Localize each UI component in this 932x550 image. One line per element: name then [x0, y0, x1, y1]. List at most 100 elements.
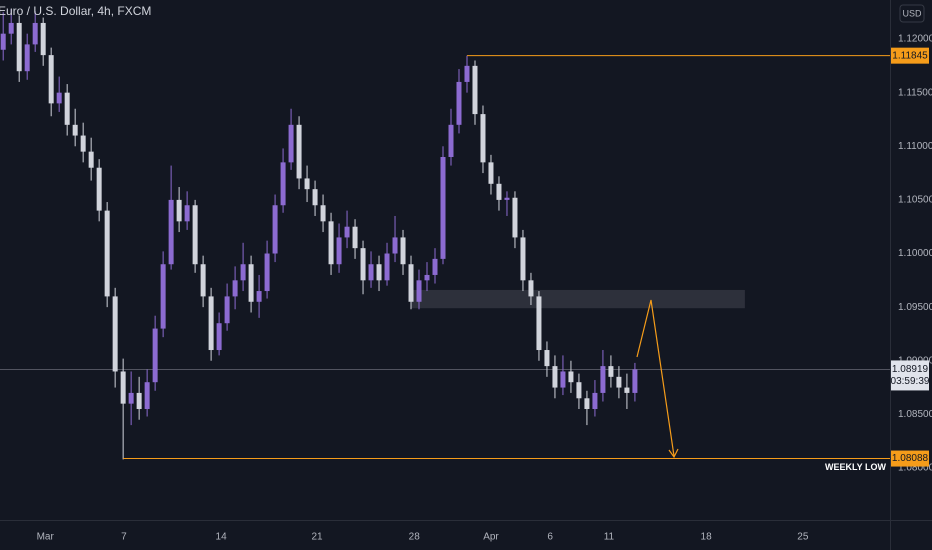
- candle-body: [336, 237, 342, 265]
- level-price-label: 1.11845: [892, 50, 928, 61]
- plot-area: [0, 9, 890, 460]
- y-tick-label: 1.10000: [898, 248, 932, 259]
- y-tick-label: 1.12000: [898, 34, 932, 45]
- candle-body: [96, 167, 102, 211]
- candle-body: [344, 226, 350, 238]
- candle-body: [552, 366, 558, 388]
- current-price-label: 1.08919: [892, 364, 929, 375]
- x-tick-label: 18: [701, 532, 713, 543]
- candle-body: [64, 92, 70, 125]
- candle-body: [200, 264, 206, 297]
- candle-body: [112, 296, 118, 372]
- candle-body: [216, 323, 222, 351]
- candle-body: [392, 237, 398, 254]
- candle-body: [280, 162, 286, 206]
- x-tick-label: 25: [797, 532, 809, 543]
- candle-body: [80, 135, 86, 152]
- candle-body: [584, 398, 590, 410]
- y-tick-label: 1.10500: [898, 195, 932, 206]
- candle-body: [24, 44, 30, 72]
- candle-body: [248, 264, 254, 302]
- y-tick-label: 1.11000: [898, 141, 932, 152]
- candle-body: [600, 366, 606, 393]
- currency-button[interactable]: [899, 4, 925, 23]
- candle-body: [8, 22, 14, 34]
- candle-body: [536, 296, 542, 351]
- candle-body: [144, 382, 150, 410]
- candle-body: [352, 226, 358, 249]
- candle-body: [576, 382, 582, 399]
- candle-body: [568, 371, 574, 383]
- candle-body: [464, 65, 470, 82]
- candle-body: [376, 264, 382, 281]
- y-tick-label: 1.11500: [898, 87, 932, 98]
- supply-zone: [411, 289, 745, 309]
- candle-body: [176, 199, 182, 222]
- y-tick-label: 1.08500: [898, 409, 932, 420]
- candle-body: [472, 65, 478, 115]
- candle-body: [232, 280, 238, 297]
- candle-body: [288, 124, 294, 163]
- candle-body: [520, 237, 526, 281]
- candle-body: [432, 258, 438, 275]
- x-tick-label: 7: [121, 532, 127, 543]
- candle-body: [512, 197, 518, 238]
- x-tick-label: Mar: [37, 532, 55, 543]
- candle-body: [368, 264, 374, 281]
- candle-body: [560, 371, 566, 388]
- forecast-arrow: [636, 299, 679, 459]
- candle-body: [192, 205, 198, 265]
- level-price-box: [891, 47, 929, 64]
- candle-body: [384, 253, 390, 281]
- candle-body: [88, 151, 94, 168]
- level-price-label: 1.08088: [892, 453, 929, 464]
- candle-body: [16, 22, 22, 72]
- symbol-title: Euro / U.S. Dollar, 4h, FXCM: [0, 4, 151, 18]
- x-tick-label: Apr: [483, 532, 499, 543]
- y-tick-label: 1.08000: [898, 463, 932, 474]
- candle-body: [152, 328, 158, 383]
- candle-body: [48, 55, 54, 104]
- candle-body: [240, 264, 246, 281]
- forecast-arrowhead: [668, 448, 679, 459]
- countdown-label: 03:59:39: [891, 376, 930, 387]
- candle-body: [296, 124, 302, 179]
- candle-body: [304, 178, 310, 190]
- candle-body: [632, 369, 638, 393]
- candle-body: [104, 210, 110, 297]
- candle-body: [456, 81, 462, 125]
- candle-body: [416, 280, 422, 302]
- forecast-path: [636, 299, 675, 457]
- current-price-box: [891, 360, 929, 391]
- candle-body: [120, 371, 126, 404]
- candle-body: [480, 114, 486, 163]
- currency-label[interactable]: USD: [902, 8, 922, 18]
- y-tick-label: 1.09500: [898, 302, 932, 313]
- candle-body: [360, 248, 366, 281]
- candle-body: [160, 264, 166, 329]
- level-annotation: WEEKLY LOW: [825, 462, 887, 472]
- candle-body: [168, 199, 174, 265]
- candle-body: [184, 205, 190, 222]
- candle-body: [424, 274, 430, 281]
- candle-body: [448, 124, 454, 157]
- candle-body: [624, 387, 630, 393]
- candle-body: [0, 33, 6, 50]
- candle-body: [40, 22, 46, 56]
- x-tick-label: 21: [311, 532, 323, 543]
- candle-body: [496, 183, 502, 200]
- candle-body: [320, 205, 326, 222]
- candle-body: [312, 189, 318, 206]
- candle-body: [544, 350, 550, 367]
- x-tick-label: 6: [547, 532, 553, 543]
- candle-body: [400, 237, 406, 265]
- candle-body: [592, 392, 598, 410]
- candle-body: [72, 124, 78, 136]
- x-tick-label: 28: [409, 532, 421, 543]
- candle-body: [272, 205, 278, 254]
- candle-body: [256, 291, 262, 302]
- candle-body: [264, 253, 270, 292]
- x-tick-label: 14: [216, 532, 228, 543]
